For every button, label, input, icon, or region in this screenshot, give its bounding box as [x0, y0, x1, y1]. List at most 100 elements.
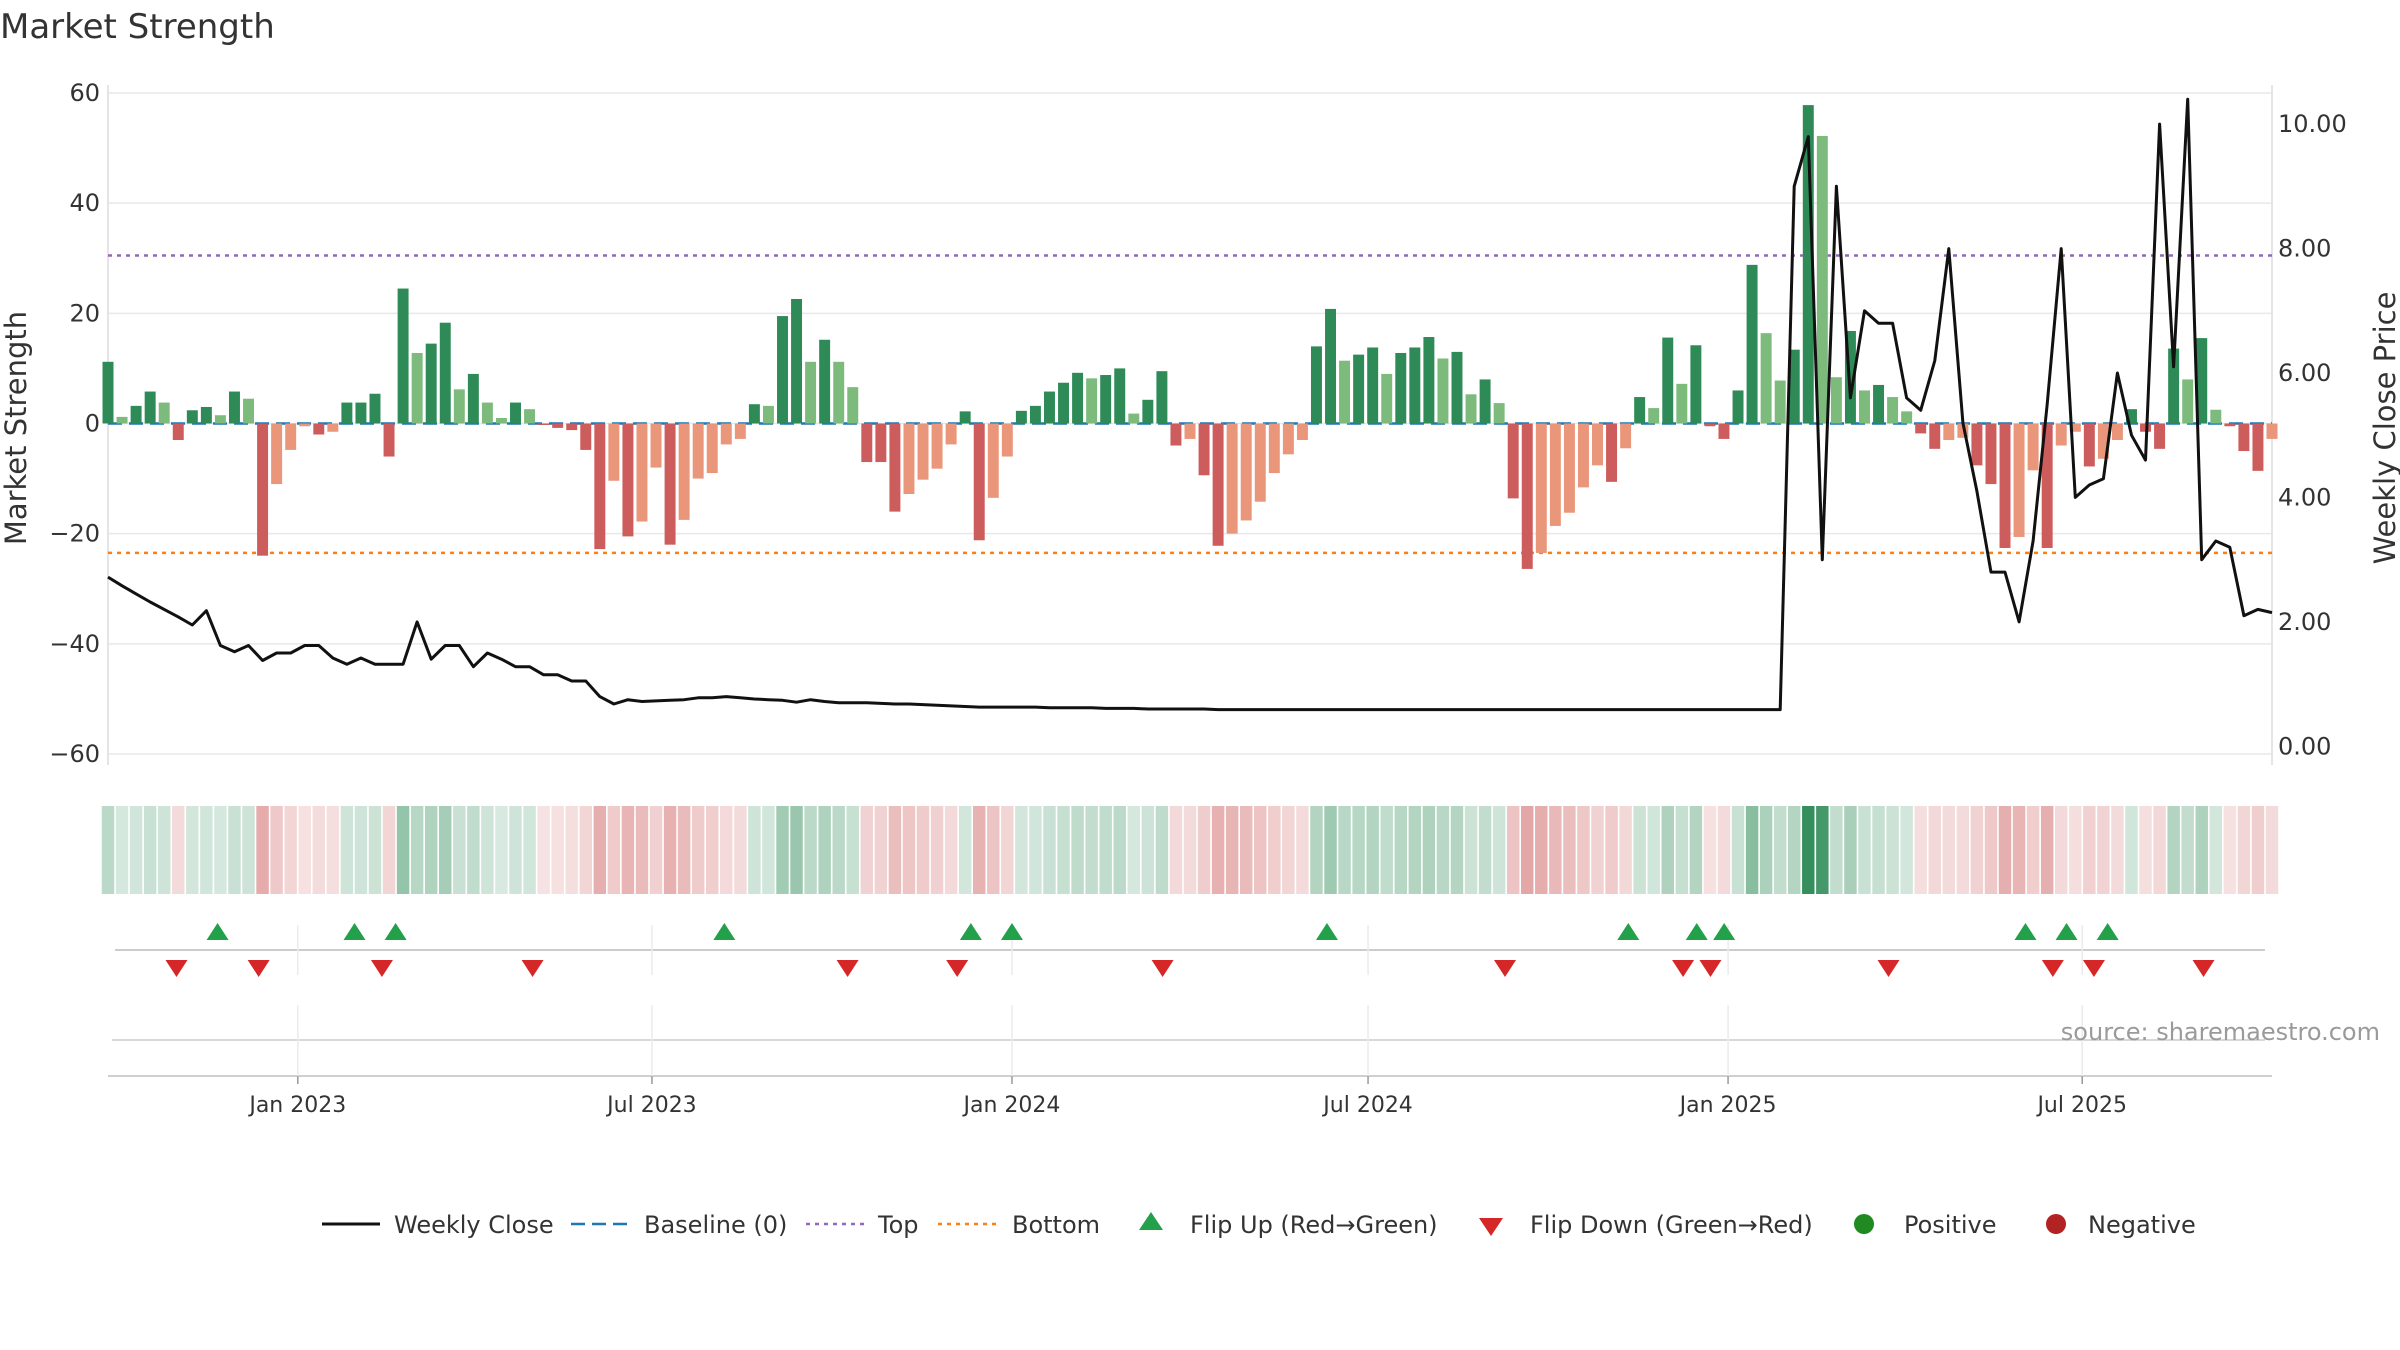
strength-bar: [1493, 403, 1505, 424]
strength-heat-strip: [101, 806, 2279, 894]
strip-cell: [1211, 806, 1225, 894]
flip-up-marker: [206, 923, 229, 940]
strip-cell: [256, 806, 269, 894]
strip-cell: [734, 806, 747, 894]
strength-bar: [383, 423, 395, 457]
flip-down-marker: [2082, 960, 2105, 977]
legend-label: Baseline (0): [644, 1211, 787, 1239]
flip-down-marker: [2041, 960, 2064, 977]
strength-bar: [2041, 423, 2053, 548]
strip-cell: [635, 806, 649, 894]
strip-cell: [1745, 806, 1759, 894]
strength-bar: [524, 409, 536, 424]
strength-bar: [1282, 423, 1294, 455]
legend-item-flip-up: Flip Up (Red→Green): [1139, 1211, 1438, 1239]
strip-cell: [1647, 806, 1660, 894]
right-axis: 10.00 8.00 6.00 4.00 2.00 0.00: [2278, 110, 2347, 760]
strip-cell: [1984, 806, 1998, 894]
flip-up-marker: [384, 923, 407, 940]
strip-cell: [1535, 806, 1548, 894]
strip-cell: [846, 806, 859, 894]
strength-bar: [243, 398, 254, 424]
y-tick-label: −20: [49, 520, 100, 548]
strength-bar: [186, 410, 198, 424]
strength-bar: [1212, 423, 1224, 546]
strip-cell: [228, 806, 241, 894]
strip-cell: [1338, 806, 1351, 894]
strength-bar: [411, 352, 423, 424]
strength-bar: [1535, 423, 1547, 553]
strip-cell: [1464, 806, 1478, 894]
strip-cell: [1816, 806, 1829, 894]
flip-down-marker: [1672, 960, 1695, 977]
legend-swatch-negative: [2046, 1214, 2066, 1234]
strip-cell: [579, 806, 592, 894]
strength-bar: [875, 423, 887, 463]
strength-bar: [102, 361, 114, 424]
strength-bar: [1465, 394, 1477, 424]
strength-bar: [1971, 423, 1983, 466]
strength-bar: [706, 423, 718, 474]
flip-down-marker: [1699, 960, 1722, 977]
strip-cell: [1788, 806, 1801, 894]
strength-bar: [833, 361, 845, 424]
strip-cell: [1155, 806, 1169, 894]
strength-bar: [1296, 423, 1308, 441]
strip-cell: [1928, 806, 1941, 894]
y2-tick-label: 8.00: [2278, 235, 2331, 263]
legend-item-top: Top: [806, 1211, 919, 1239]
strip-cell: [1492, 806, 1506, 894]
flip-down-marker: [836, 960, 859, 977]
strip-cell: [1830, 806, 1843, 894]
strip-cell: [340, 806, 354, 894]
strength-bar: [1072, 372, 1084, 424]
strength-bar: [481, 402, 493, 424]
strength-bar: [1015, 410, 1027, 424]
strip-cell: [1675, 806, 1689, 894]
strip-cell: [284, 806, 297, 894]
strip-cell: [1858, 806, 1871, 894]
strength-bar: [847, 387, 859, 424]
strength-bar: [903, 423, 915, 494]
y2-tick-label: 2.00: [2278, 608, 2331, 636]
strip-cell: [509, 806, 522, 894]
strength-bar: [313, 423, 325, 435]
strength-bar: [1929, 423, 1941, 449]
flip-markers: [108, 923, 2272, 1077]
strip-cell: [1183, 806, 1197, 894]
strength-bar: [1760, 333, 1772, 424]
strip-cell: [2237, 806, 2251, 894]
strip-cell: [1942, 806, 1956, 894]
strength-bar: [2069, 423, 2081, 432]
legend-label: Negative: [2088, 1211, 2196, 1239]
strip-cell: [832, 806, 845, 894]
strip-cell: [902, 806, 916, 894]
strength-bar: [1592, 423, 1603, 466]
strip-cell: [818, 806, 831, 894]
strength-bar: [2266, 423, 2278, 439]
strength-bar: [1128, 413, 1140, 424]
strength-bar: [214, 415, 226, 424]
legend-item-negative: Negative: [2046, 1211, 2196, 1239]
strip-cell: [143, 806, 157, 894]
strip-cell: [298, 806, 311, 894]
strip-cell: [1731, 806, 1745, 894]
strip-cell: [593, 806, 607, 894]
flip-up-marker: [1315, 923, 1338, 940]
strip-cell: [1015, 806, 1028, 894]
strip-cell: [1071, 806, 1084, 894]
strip-cell: [1661, 806, 1674, 894]
strip-cell: [2111, 806, 2124, 894]
strip-cell: [1521, 806, 1534, 894]
strip-cell: [1268, 806, 1281, 894]
strength-bar: [1423, 337, 1435, 424]
strength-bar: [1521, 423, 1533, 569]
strip-cell: [424, 806, 438, 894]
strength-bar: [1198, 423, 1210, 476]
strip-cell: [312, 806, 326, 894]
strength-bar: [2111, 423, 2123, 441]
strength-bar: [355, 402, 367, 424]
strength-bar: [664, 423, 676, 545]
strength-bar: [2126, 409, 2137, 424]
